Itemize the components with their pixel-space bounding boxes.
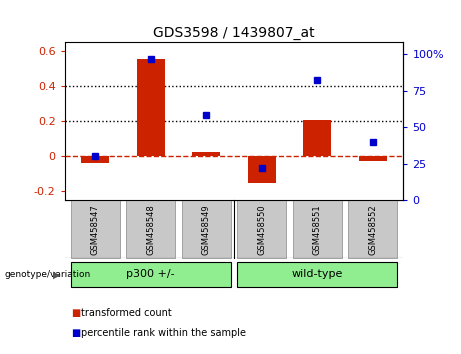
Text: ▶: ▶ [53, 269, 60, 279]
Bar [137, 59, 165, 156]
Bar [71, 262, 230, 287]
Text: GSM458552: GSM458552 [368, 205, 377, 255]
Bar [248, 156, 276, 183]
Bar [303, 120, 331, 156]
Text: GSM458549: GSM458549 [201, 205, 211, 255]
Bar [182, 200, 230, 258]
Bar [237, 200, 286, 258]
Bar [349, 200, 397, 258]
Bar [237, 262, 397, 287]
Bar [293, 200, 342, 258]
Bar [71, 200, 119, 258]
Text: GSM458550: GSM458550 [257, 205, 266, 255]
Title: GDS3598 / 1439807_at: GDS3598 / 1439807_at [153, 26, 315, 40]
Bar [126, 200, 175, 258]
Text: ■: ■ [71, 328, 81, 338]
Text: wild-type: wild-type [292, 269, 343, 279]
Text: p300 +/-: p300 +/- [126, 269, 175, 279]
Text: ■: ■ [71, 308, 81, 318]
Text: GSM458551: GSM458551 [313, 205, 322, 255]
Bar [359, 156, 387, 161]
Bar [81, 156, 109, 163]
Text: GSM458548: GSM458548 [146, 205, 155, 256]
Text: GSM458547: GSM458547 [91, 205, 100, 256]
Text: transformed count: transformed count [81, 308, 171, 318]
Bar [192, 152, 220, 156]
Text: percentile rank within the sample: percentile rank within the sample [81, 328, 246, 338]
Text: genotype/variation: genotype/variation [5, 270, 91, 279]
